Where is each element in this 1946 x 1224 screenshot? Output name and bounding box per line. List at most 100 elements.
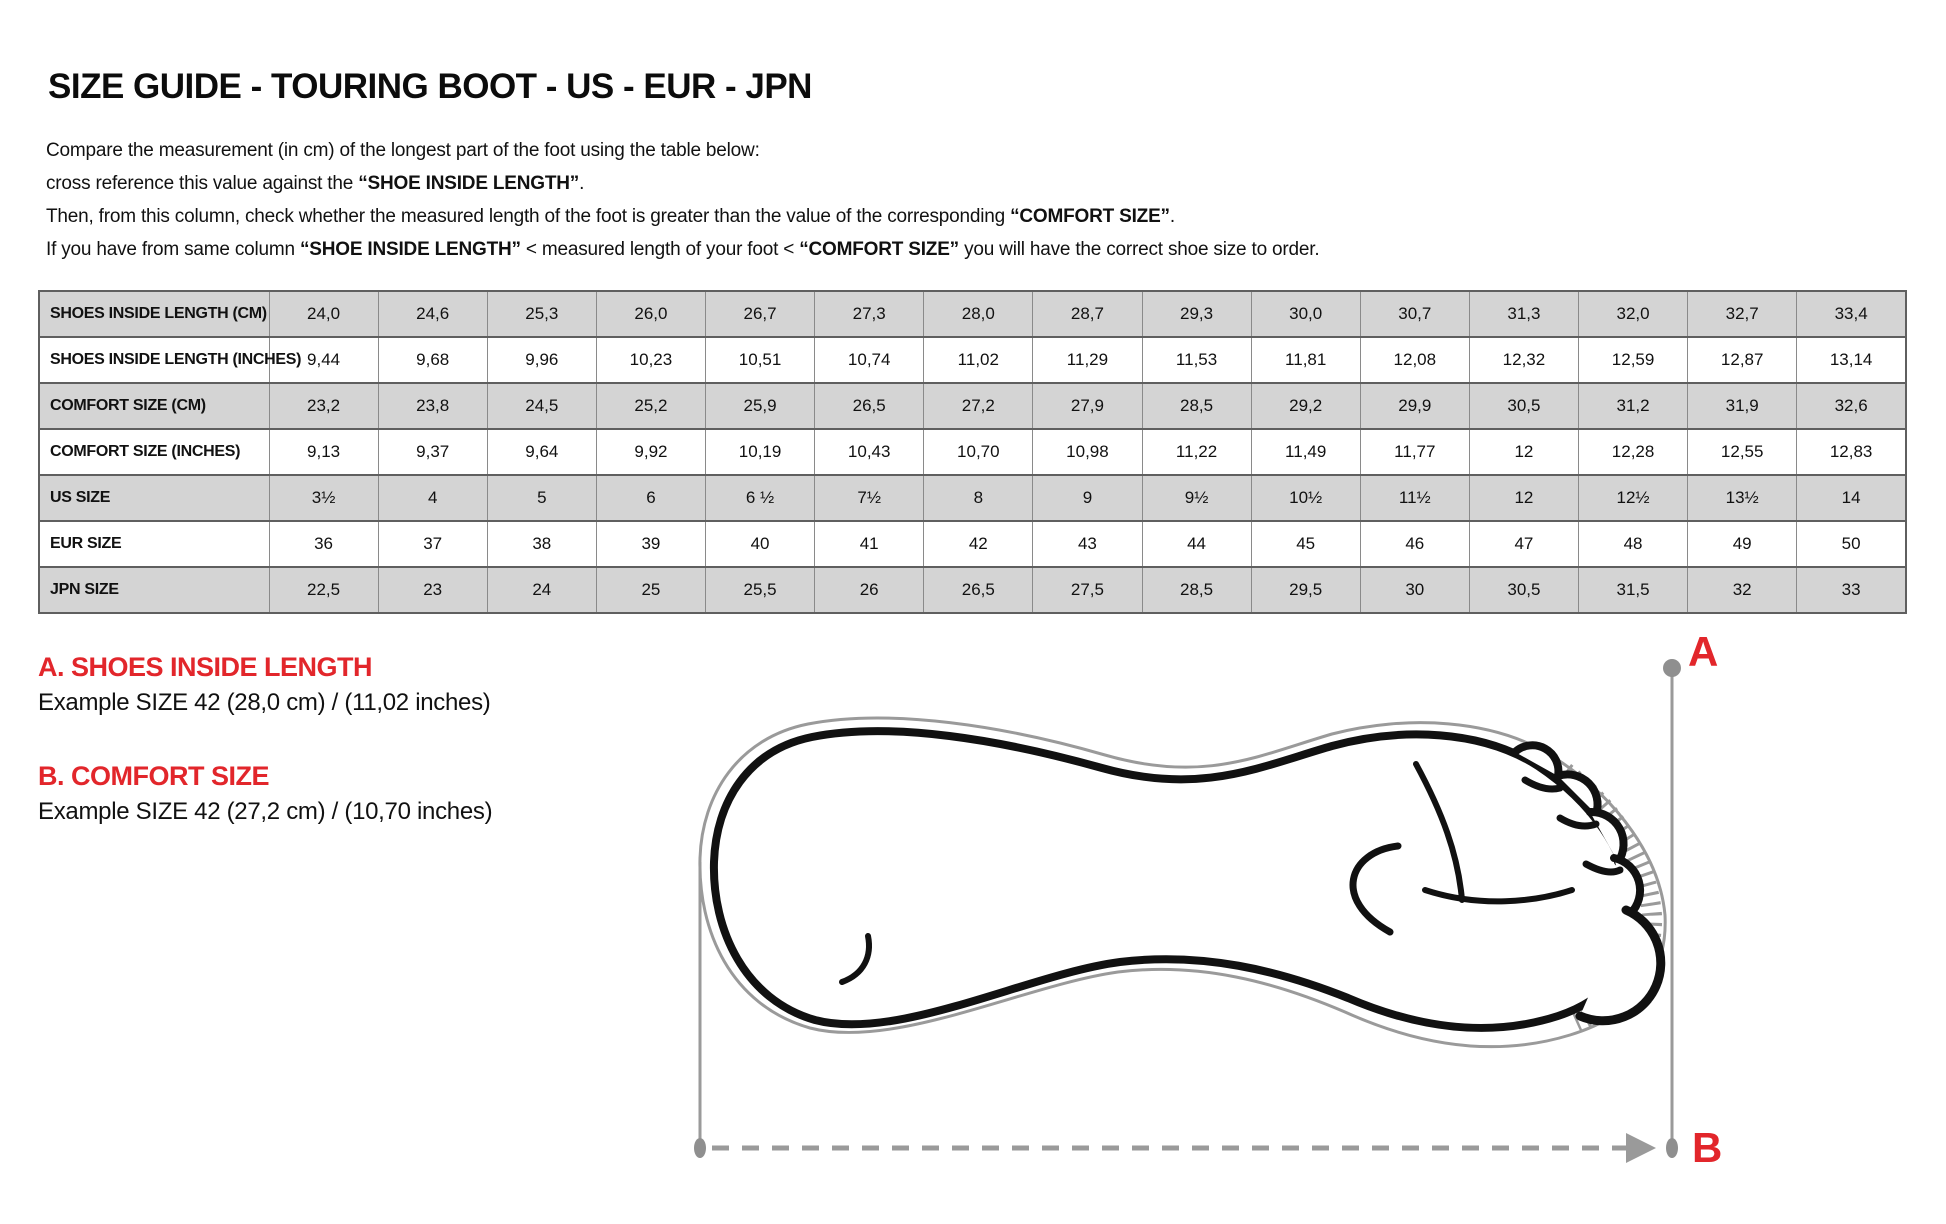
size-cell: 10,51	[704, 336, 816, 384]
size-cell: 28,5	[1141, 382, 1252, 430]
size-cell: 22,5	[268, 566, 379, 614]
size-cell: 44	[1141, 520, 1252, 568]
size-cell: 12,87	[1687, 336, 1798, 384]
size-cell: 9,92	[595, 428, 707, 476]
toe-gap-hatching	[1558, 764, 1663, 1032]
size-cell: 32,0	[1577, 290, 1689, 338]
size-cell: 12,08	[1359, 336, 1470, 384]
table-row: SHOES INSIDE LENGTH (INCHES) 9,44 9,68 9,96…	[38, 336, 1907, 384]
size-cell: 11½	[1359, 474, 1470, 522]
size-cell: 38	[486, 520, 597, 568]
size-cell: 5	[486, 474, 597, 522]
size-cell: 28,7	[1032, 290, 1143, 338]
size-cell: 10,43	[814, 428, 925, 476]
size-cell: 27,9	[1032, 382, 1143, 430]
legend-b-heading: B. COMFORT SIZE	[38, 761, 270, 791]
size-cell: 29,2	[1250, 382, 1361, 430]
size-cell: 9,68	[377, 336, 488, 384]
size-cell: 23,8	[377, 382, 488, 430]
size-cell: 14	[1796, 474, 1907, 522]
row-label: COMFORT SIZE (INCHES)	[38, 428, 270, 476]
intro-line: Then, from this column, check whether th…	[46, 206, 1175, 227]
size-cell: 29,3	[1141, 290, 1252, 338]
size-cell: 30,0	[1250, 290, 1361, 338]
size-table: SHOES INSIDE LENGTH (CM) 24,0 24,6 25,3 26,0…	[38, 290, 1907, 614]
size-cell: 26	[814, 566, 925, 614]
size-cell: 32,6	[1796, 382, 1907, 430]
size-cell: 39	[595, 520, 707, 568]
size-cell: 8	[923, 474, 1034, 522]
size-cell: 9,96	[486, 336, 597, 384]
size-cell: 45	[1250, 520, 1361, 568]
table-row: SHOES INSIDE LENGTH (CM) 24,0 24,6 25,3 26,0…	[38, 290, 1907, 338]
toe-crease-2	[1556, 814, 1600, 830]
row-label: COMFORT SIZE (CM)	[38, 382, 270, 430]
size-cell: 40	[704, 520, 816, 568]
size-cell: 25	[595, 566, 707, 614]
size-cell: 9,37	[377, 428, 488, 476]
size-cell: 9	[1032, 474, 1143, 522]
page-title-regular: SIZE GUIDE	[48, 67, 251, 107]
size-cell: 23	[377, 566, 488, 614]
size-cell: 26,0	[595, 290, 707, 338]
heel-curve	[839, 933, 872, 985]
legend-a-heading: A. SHOES INSIDE LENGTH	[38, 652, 373, 682]
size-cell: 6	[595, 474, 707, 522]
toe-crease-3	[1582, 860, 1624, 876]
size-cell: 31,5	[1577, 566, 1689, 614]
measure-dot-top	[1663, 659, 1681, 677]
intro-text: Compare the measurement (in cm) of the l…	[46, 134, 1320, 266]
size-cell: 30,7	[1359, 290, 1470, 338]
size-cell: 13,14	[1796, 336, 1907, 384]
size-cell: 25,5	[704, 566, 816, 614]
row-label: SHOES INSIDE LENGTH (CM)	[38, 290, 270, 338]
size-cell: 11,53	[1141, 336, 1252, 384]
size-cell: 12½	[1577, 474, 1689, 522]
size-cell: 28,5	[1141, 566, 1252, 614]
size-cell: 26,5	[923, 566, 1034, 614]
legend-b-example: Example SIZE 42 (27,2 cm) / (10,70 inche…	[38, 798, 493, 825]
big-toe-crease-line	[1422, 887, 1575, 905]
page-title: SIZE GUIDE - TOURING BOOT - US - EUR - J…	[48, 67, 812, 107]
size-cell: 29,5	[1250, 566, 1361, 614]
size-cell: 9½	[1141, 474, 1252, 522]
size-cell: 11,22	[1141, 428, 1252, 476]
size-cell: 24,6	[377, 290, 488, 338]
size-cell: 43	[1032, 520, 1143, 568]
size-cell: 26,5	[814, 382, 925, 430]
size-cell: 42	[923, 520, 1034, 568]
size-cell: 9,64	[486, 428, 597, 476]
size-cell: 11,81	[1250, 336, 1361, 384]
size-cell: 11,29	[1032, 336, 1143, 384]
size-cell: 7½	[814, 474, 925, 522]
measure-dot-right	[1666, 1138, 1678, 1158]
size-cell: 4	[377, 474, 488, 522]
size-cell: 24,5	[486, 382, 597, 430]
size-cell: 12,32	[1468, 336, 1580, 384]
arrow-head-icon	[1626, 1133, 1656, 1163]
size-cell: 24,0	[268, 290, 379, 338]
toe-small-1	[1511, 741, 1563, 780]
toe-separation-line	[1413, 761, 1465, 903]
label-a: A	[1688, 628, 1718, 675]
size-cell: 31,2	[1577, 382, 1689, 430]
size-cell: 11,77	[1359, 428, 1470, 476]
measure-dot-left	[694, 1138, 706, 1158]
size-cell: 11,02	[923, 336, 1034, 384]
intro-line: cross reference this value against the “…	[46, 173, 585, 194]
size-cell: 25,9	[704, 382, 816, 430]
size-cell: 6 ½	[704, 474, 816, 522]
size-cell: 29,9	[1359, 382, 1470, 430]
size-cell: 12,83	[1796, 428, 1907, 476]
size-cell: 36	[268, 520, 379, 568]
size-cell: 48	[1577, 520, 1689, 568]
size-cell: 24	[486, 566, 597, 614]
foot-outline	[709, 727, 1637, 1032]
toe-small-2	[1554, 770, 1602, 818]
size-cell: 27,2	[923, 382, 1034, 430]
size-cell: 41	[814, 520, 925, 568]
big-toe	[1575, 905, 1666, 1026]
table-row: EUR SIZE 36 37 38 39 40 41 42 43 44 45 46 47 48 49 50	[38, 520, 1907, 568]
size-cell: 12	[1468, 428, 1580, 476]
